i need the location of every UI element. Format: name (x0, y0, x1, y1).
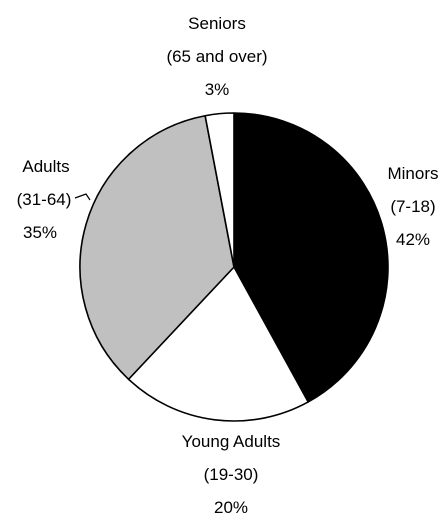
label-seniors: Seniors (188, 14, 246, 33)
slice-minors (233, 112, 389, 403)
label-adults-percent: 35% (23, 223, 57, 242)
pie-slices (79, 112, 389, 422)
label-seniors-range: (65 and over) (166, 47, 267, 66)
slice-labels: Seniors (65 and over) 3% Adults (31-64) … (17, 14, 439, 517)
slice-adults (79, 114, 235, 381)
label-young-adults-percent: 20% (214, 498, 248, 517)
label-seniors-name: Seniors (188, 14, 246, 33)
label-minors-name: Minors (387, 164, 438, 183)
label-young-adults-name: Young Adults (182, 432, 281, 451)
label-seniors-percent: 3% (205, 80, 230, 99)
slice-young-adults (127, 266, 309, 422)
adults-leader-line (74, 193, 91, 201)
label-adults-range: (31-64) (17, 190, 72, 209)
label-minors-range: (7-18) (390, 197, 435, 216)
label-young-adults-range: (19-30) (204, 465, 259, 484)
slice-seniors (204, 112, 235, 268)
label-adults-name: Adults (22, 157, 69, 176)
label-minors-percent: 42% (396, 230, 430, 249)
